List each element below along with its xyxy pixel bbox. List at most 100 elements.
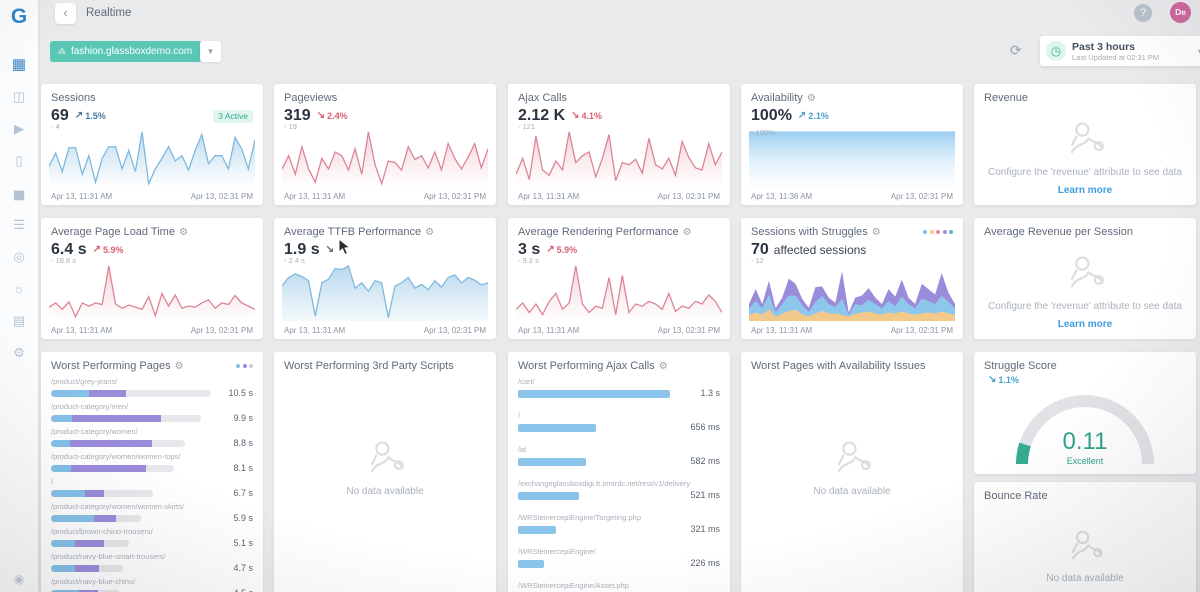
trend-indicator: ↗ 5.9%	[92, 244, 124, 256]
axis-max-label: - 4	[51, 122, 60, 131]
pageviews-chart[interactable]	[282, 129, 488, 187]
legend-dot	[242, 364, 247, 368]
sessions-chart[interactable]	[49, 129, 255, 187]
page-row[interactable]: /product-category/men/ 9.9 s	[51, 402, 253, 423]
bounce-rate-card: Bounce Rate No data available	[974, 482, 1196, 592]
card-title: Ajax Calls	[518, 92, 567, 104]
load-segment-purple	[75, 539, 105, 547]
availability-pages-card: Worst Pages with Availability Issues No …	[741, 352, 963, 592]
domain-filter-chip[interactable]: ⁂ fashion.glassboxdemo.com	[50, 41, 203, 62]
load-segment-purple	[89, 389, 127, 397]
gear-icon[interactable]: ⚙	[174, 360, 184, 372]
third-party-card: Worst Performing 3rd Party Scripts No da…	[274, 352, 496, 592]
refresh-icon[interactable]: ⟳	[1010, 42, 1022, 58]
learn-more-link[interactable]: Learn more	[1057, 184, 1113, 196]
ajax-duration-bar	[518, 491, 579, 500]
gear-icon[interactable]: ⚙	[871, 226, 881, 238]
page-url: /product/brown-chino-trousers/	[51, 527, 153, 536]
sidebar-item-analytics[interactable]: ▅	[14, 185, 24, 200]
trend-indicator: ↗ 5.9%	[546, 244, 578, 256]
struggle-score-rating: Excellent	[1066, 456, 1104, 466]
learn-more-link[interactable]: Learn more	[1057, 318, 1113, 330]
sessions-card: Sessions 69 ↗ 1.5% 3 Active - 4 Apr 13, 1…	[41, 84, 263, 205]
load-segment-purple	[74, 564, 99, 572]
page-url: /product/grey-jeans/	[51, 377, 118, 386]
page-url: /product-category/men/	[51, 402, 129, 411]
load-segment-blue	[51, 564, 75, 572]
load-segment-blue	[51, 589, 79, 592]
no-data-illustration	[1072, 530, 1103, 560]
ajax-row[interactable]: /exchangeglassboxdigi.tt.omtrdc.net/rest…	[518, 479, 720, 500]
rendering-chart[interactable]	[516, 263, 722, 321]
card-title: Pageviews	[284, 92, 338, 104]
worst-pages-legend	[236, 364, 253, 368]
ttfb-chart[interactable]	[282, 263, 488, 321]
page-row[interactable]: /product-category/women/women-skirts/ 5.…	[51, 502, 253, 523]
legend-dot	[949, 230, 953, 234]
trend-indicator: ↗ 1.5%	[74, 110, 106, 122]
availability-chart[interactable]	[749, 129, 955, 187]
load-segment-blue	[51, 539, 76, 547]
ajax-row[interactable]: / 656 ms	[518, 411, 720, 432]
page-row[interactable]: /product/brown-chino-trousers/ 5.1 s	[51, 527, 253, 548]
glassbox-logo[interactable]: G	[10, 5, 28, 28]
sidebar-item-dashboards[interactable]: ▦	[11, 56, 27, 73]
sidebar-item-session-replay[interactable]: ▶	[14, 121, 24, 136]
back-button[interactable]: ‹	[55, 3, 76, 24]
gear-icon[interactable]: ⚙	[682, 226, 692, 238]
card-title: Sessions	[51, 92, 96, 104]
page-row[interactable]: /product/navy-blue-chino/ 4.5 s	[51, 577, 253, 592]
ttfb-value: 1.9 s	[284, 241, 320, 258]
ajax-calls-chart[interactable]	[516, 129, 722, 187]
page-load-seconds: 8.1 s	[233, 463, 253, 473]
sidebar-item-funnels[interactable]: ☰	[13, 217, 25, 232]
ajax-row[interactable]: /WRSteinercepiEngine/Targeting.php 321 m…	[518, 513, 720, 534]
worst-ajax-card: Worst Performing Ajax Calls ⚙ /cart/ 1.3 …	[508, 352, 730, 592]
gear-icon[interactable]: ⚙	[178, 226, 188, 238]
ajax-row[interactable]: /id 582 ms	[518, 445, 720, 466]
ajax-row[interactable]: /WRSteinercepiEngine/ 226 ms	[518, 547, 720, 568]
page-row[interactable]: / 6.7 s	[51, 477, 253, 498]
load-segment-purple	[78, 589, 98, 592]
struggles-chart[interactable]	[749, 263, 955, 321]
page-row[interactable]: /product-category/women/ 8.8 s	[51, 427, 253, 448]
sidebar-account-icon[interactable]: ◉	[13, 572, 25, 586]
page-load-seconds: 5.1 s	[233, 538, 253, 548]
ajax-duration-bar	[518, 423, 596, 432]
time-range-selector[interactable]: ◷ Past 3 hours Last Updated at 02:31 PM …	[1040, 36, 1200, 66]
gear-icon[interactable]: ⚙	[425, 226, 435, 238]
gear-icon[interactable]: ⚙	[658, 360, 668, 372]
axis-max-label: - 100%	[751, 128, 775, 137]
gear-icon[interactable]: ⚙	[806, 92, 816, 104]
help-icon[interactable]: ?	[1134, 4, 1152, 22]
page-title: Realtime	[86, 7, 132, 19]
ajax-row[interactable]: /cart/ 1.3 s	[518, 377, 720, 398]
struggles-card: Sessions with Struggles ⚙ 70 affected ses…	[741, 218, 963, 339]
filter-funnel-button[interactable]: ▼	[200, 41, 221, 62]
ajax-url: /cart/	[518, 377, 535, 386]
page-load-chart[interactable]	[49, 263, 255, 321]
page-row[interactable]: /product/grey-jeans/ 10.5 s	[51, 377, 253, 398]
trend-up-icon: ↗	[74, 110, 84, 121]
card-title: Revenue	[984, 92, 1029, 104]
sidebar-item-reports[interactable]: ▤	[12, 313, 26, 328]
page-load-seconds: 9.9 s	[233, 413, 253, 423]
sidebar-item-settings[interactable]: ⚙	[13, 345, 25, 360]
sidebar-item-insights[interactable]: ☼	[13, 281, 25, 296]
load-segment-purple	[84, 489, 105, 497]
avg-revenue-card: Average Revenue per Session Configure th…	[974, 218, 1196, 339]
ajax-row[interactable]: /WRSteinercepiEngine/Asset.php 109 ms	[518, 581, 720, 592]
load-segment-purple	[94, 514, 117, 522]
page-url: /	[51, 477, 54, 486]
sidebar-item-mobile[interactable]: ▯	[15, 153, 23, 168]
sidebar-item-journeys[interactable]: ◫	[12, 89, 26, 104]
sidebar-item-web[interactable]: ◎	[13, 249, 25, 264]
ajax-duration-value: 521 ms	[690, 490, 720, 500]
page-row[interactable]: /product/navy-blue-smart-trousers/ 4.7 s	[51, 552, 253, 573]
legend-dot	[942, 230, 947, 234]
ajax-url: /WRSteinercepiEngine/Asset.php	[518, 581, 629, 590]
user-avatar[interactable]: De	[1170, 2, 1191, 23]
card-title: Worst Performing 3rd Party Scripts	[284, 360, 454, 372]
ajax-duration-bar	[518, 389, 670, 398]
page-row[interactable]: /product-category/women/women-tops/ 8.1 …	[51, 452, 253, 473]
